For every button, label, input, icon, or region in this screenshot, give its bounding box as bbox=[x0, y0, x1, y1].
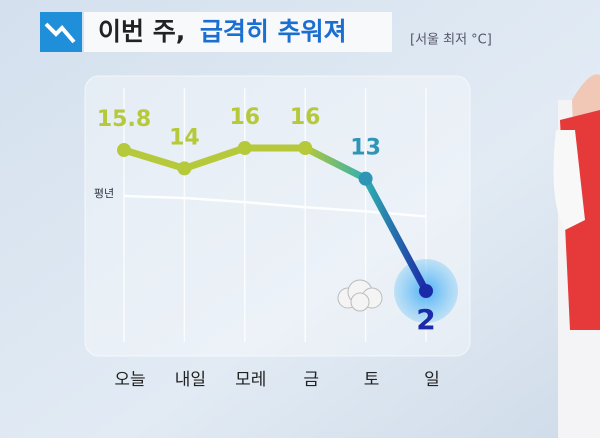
temperature-line bbox=[122, 144, 430, 293]
x-tick-label: 내일 bbox=[175, 370, 206, 390]
presenter bbox=[553, 74, 600, 438]
x-tick-label: 금 bbox=[303, 370, 319, 390]
title-part: 이번 주, bbox=[98, 17, 185, 46]
point bbox=[419, 284, 433, 298]
point bbox=[117, 143, 131, 158]
x-tick-label: 모레 bbox=[235, 370, 266, 390]
cloud-part bbox=[350, 292, 370, 312]
title-box bbox=[84, 12, 392, 52]
x-tick-label: 토 bbox=[364, 370, 380, 390]
value-label: 13 bbox=[350, 136, 381, 161]
title-part: 급격히 추워져 bbox=[200, 17, 347, 46]
point bbox=[358, 171, 373, 186]
value-label: 2 bbox=[416, 303, 435, 336]
normal-label: 평년 bbox=[94, 187, 114, 200]
point bbox=[177, 161, 192, 176]
title-icon-box bbox=[40, 12, 82, 52]
point bbox=[237, 141, 252, 155]
plot: 오늘 내일 모레 금 토 일 평년 15.8 14 16 16 13 2 bbox=[94, 88, 458, 390]
x-tick-label: 일 bbox=[424, 370, 440, 390]
value-label: 15.8 bbox=[97, 107, 151, 132]
cloud-icon bbox=[337, 279, 383, 312]
title-icon bbox=[44, 22, 76, 44]
value-label: 16 bbox=[229, 105, 260, 130]
x-tick-label: 오늘 bbox=[114, 370, 145, 390]
plot-panel bbox=[84, 75, 471, 357]
value-label: 16 bbox=[290, 105, 321, 130]
title-part: 이번 주, 급격히 추워져 bbox=[98, 17, 347, 46]
point bbox=[298, 141, 313, 155]
value-label: 14 bbox=[169, 125, 200, 150]
normal-line bbox=[123, 194, 427, 218]
subtitle: [서울 최저 °C] bbox=[410, 33, 492, 48]
